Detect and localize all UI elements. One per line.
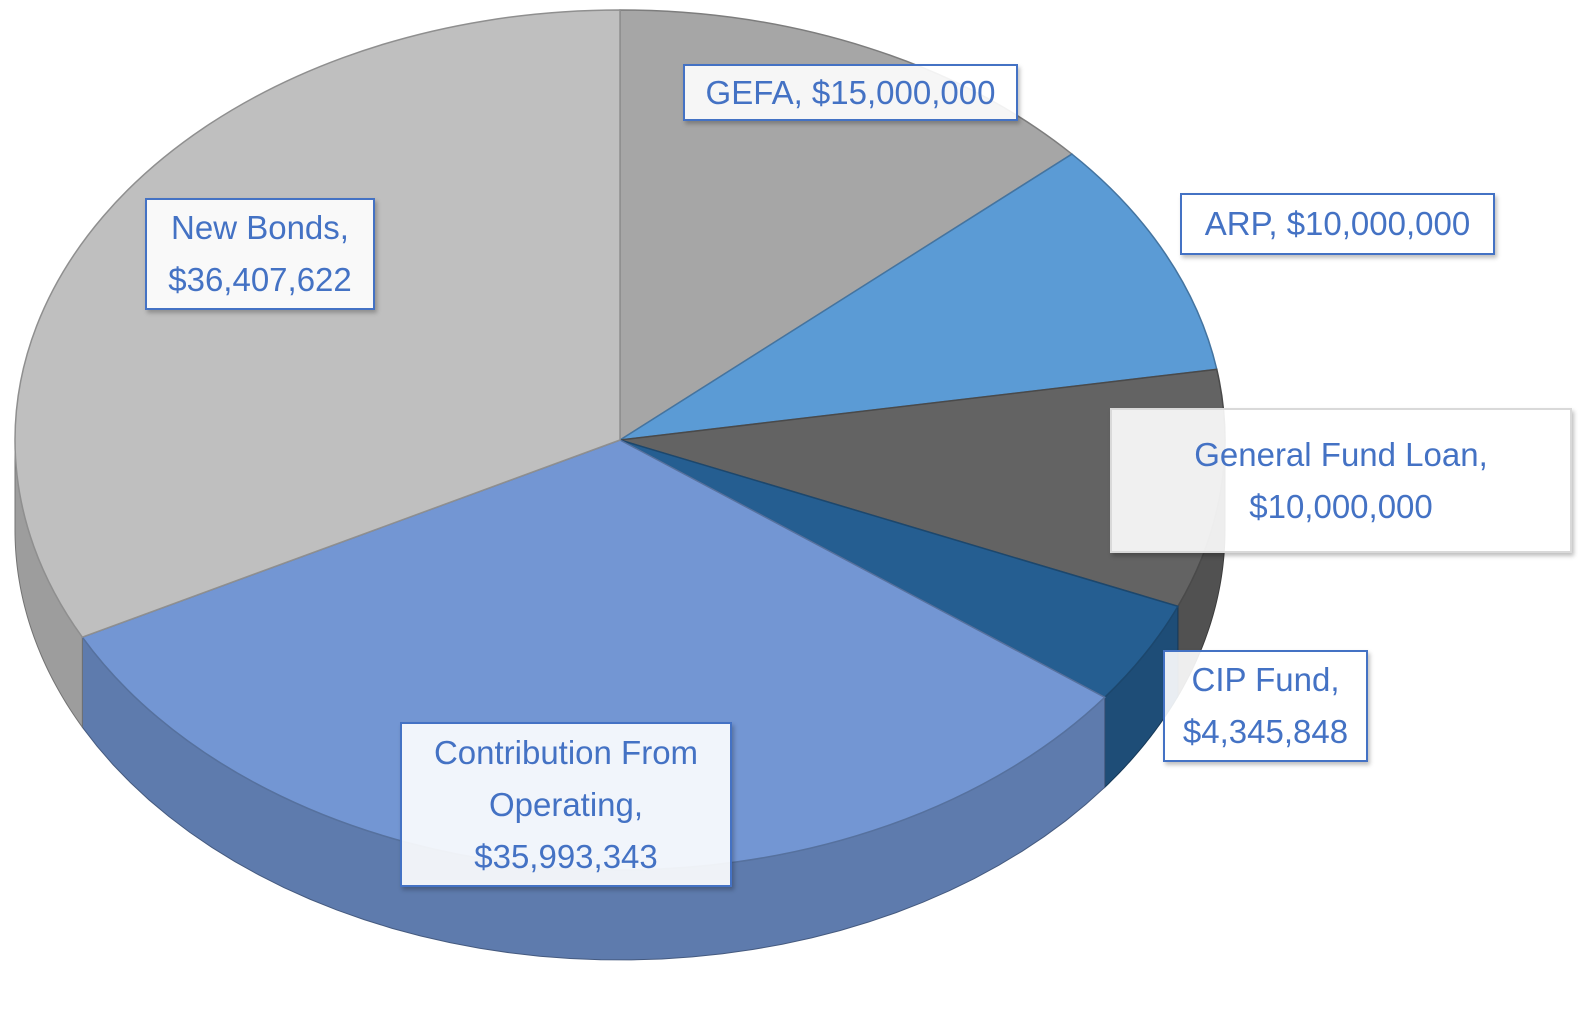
pie-slice [14, 9, 621, 639]
pie-slice [619, 153, 1218, 441]
data-label: Contribution From Operating, $35,993,343 [400, 722, 732, 887]
data-label: ARP, $10,000,000 [1180, 193, 1495, 255]
data-label: New Bonds, $36,407,622 [145, 198, 375, 310]
data-label: General Fund Loan, $10,000,000 [1110, 408, 1572, 553]
data-label: CIP Fund, $4,345,848 [1163, 650, 1368, 762]
data-label: GEFA, $15,000,000 [683, 64, 1018, 121]
